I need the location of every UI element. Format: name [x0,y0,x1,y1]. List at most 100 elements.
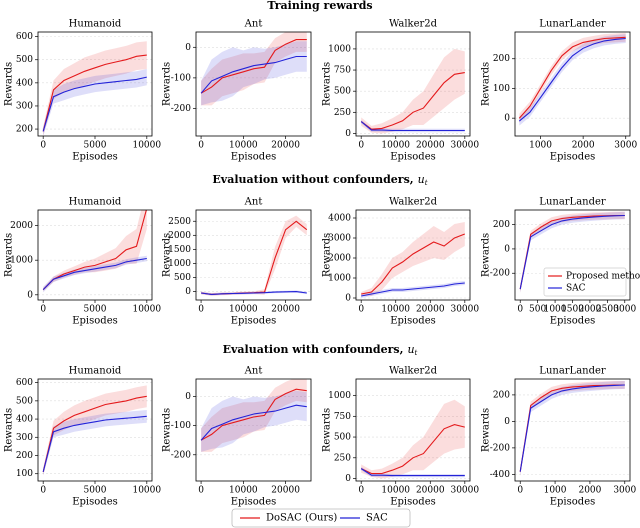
error-band [361,399,465,479]
panel-title: Ant [244,366,263,377]
y-tick-label: 2000 [328,254,351,264]
legend-label: SAC [566,284,586,294]
row-title-text: Evaluation with confounders, [223,343,404,356]
panel-title: Humanoid [69,197,122,208]
plot-frame [37,31,153,137]
error-band [361,48,465,134]
series-line [42,395,147,473]
y-tick-label: 0 [345,474,351,484]
y-tick-label: 100 [493,84,510,94]
y-tick-label: 0 [185,287,191,297]
y-tick-label: 250 [334,453,351,463]
row-title-sub: t [425,179,428,187]
x-tick-label: 0 [358,486,364,496]
plot-frame [355,378,471,482]
y-axis-label: Rewards [322,62,333,106]
x-tick-label: 20000 [271,141,300,151]
y-tick-label: 2000 [10,221,33,231]
plot-frame [514,378,631,482]
panel-title: LunarLander [539,366,606,377]
plot-frame [514,31,631,137]
error-band [201,390,307,452]
x-tick-label: 2500 [596,305,619,315]
y-tick-label: 0 [345,129,351,139]
x-tick-label: 0 [198,486,204,496]
y-tick-label: 0 [504,114,510,124]
x-tick-label: 1500 [561,305,584,315]
x-tick-label: 0 [40,486,46,496]
x-tick-label: 2000 [578,486,601,496]
x-axis-label: Episodes [231,152,277,163]
y-tick-label: 750 [334,412,351,422]
series-line [42,54,147,132]
y-axis-label: Rewards [162,233,173,277]
y-tick-label: 0 [27,290,33,300]
error-band [361,119,465,133]
x-tick-label: 0 [517,486,523,496]
error-band [520,381,625,476]
y-tick-label: 3000 [328,234,351,244]
series-line [42,76,147,132]
error-band [361,466,465,478]
error-band [201,215,307,296]
plot-frame [195,209,312,301]
y-tick-label: 0 [504,244,510,254]
series-line [200,404,307,441]
series-line [360,72,465,130]
x-tick-label: 1000 [544,305,567,315]
y-tick-label: -400 [490,470,510,480]
y-tick-label: 1000 [10,256,33,266]
x-tick-label: 5000 [84,305,107,315]
y-axis-label: Rewards [481,408,492,452]
y-tick-label: 100 [16,469,33,479]
y-tick-label: 200 [493,54,510,64]
y-tick-label: 500 [334,433,351,443]
error-band [519,34,626,126]
y-tick-label: 200 [493,390,510,400]
panel-title: Humanoid [69,366,122,377]
row-title-var: u [407,343,414,356]
panel-title: LunarLander [539,19,606,30]
row-title-var: u [418,173,425,186]
legend-label: Proposed method [566,272,640,282]
plot-frame [37,378,153,482]
series-line [42,415,147,473]
x-axis-label: Episodes [231,497,277,508]
x-axis-label: Episodes [550,152,596,163]
x-tick-label: 20000 [416,141,445,151]
plot-frame [514,209,631,301]
y-tick-label: 0 [345,294,351,304]
series-line [360,424,465,475]
y-axis-label: Rewards [481,62,492,106]
x-tick-label: 20000 [271,486,300,496]
plot-frame [37,209,153,301]
series-line [200,388,307,441]
y-tick-label: 200 [493,220,510,230]
panel-title: Ant [244,197,263,208]
y-axis-label: Rewards [162,62,173,106]
y-tick-label: -200 [490,443,510,453]
x-tick-label: 10000 [229,141,258,151]
x-tick-label: 5000 [84,486,107,496]
x-tick-label: 0 [40,141,46,151]
x-tick-label: 0 [517,305,523,315]
x-tick-label: 0 [198,305,204,315]
panel-title: LunarLander [539,197,606,208]
series-line [519,214,625,290]
x-tick-label: 30000 [450,141,479,151]
x-tick-label: 30000 [450,486,479,496]
x-tick-label: 10000 [132,305,161,315]
row-title-sub: t [415,349,418,357]
y-tick-label: -200 [171,450,191,460]
x-tick-label: 2000 [572,141,595,151]
y-axis-label: Rewards [322,408,333,452]
x-tick-label: 20000 [416,305,445,315]
series-line [200,55,307,94]
error-band [43,41,147,136]
x-tick-label: 20000 [271,305,300,315]
error-band [43,210,147,292]
x-tick-label: 20000 [416,486,445,496]
series-line [519,384,625,472]
row-title-text: Evaluation without confounders, [212,173,413,186]
error-band [519,32,626,123]
